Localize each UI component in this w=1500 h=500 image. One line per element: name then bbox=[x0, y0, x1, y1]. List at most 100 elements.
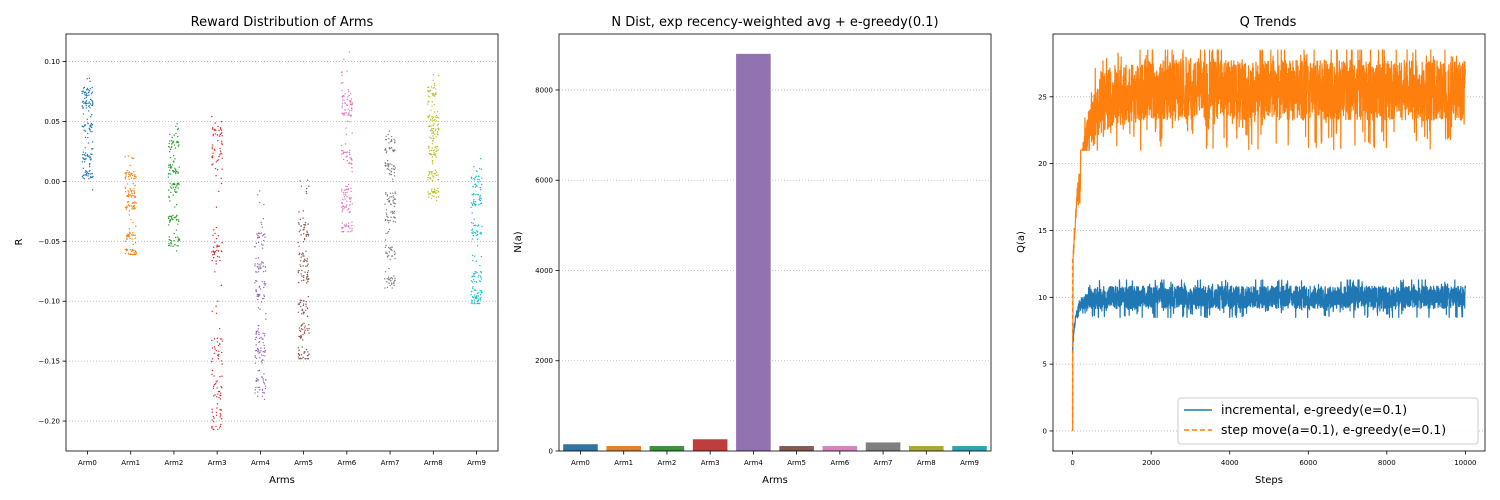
reward-dot-arm4 bbox=[255, 288, 257, 291]
reward-dot-arm7 bbox=[384, 148, 387, 150]
reward-dot-arm8 bbox=[433, 191, 436, 193]
reward-dot-arm3 bbox=[213, 346, 216, 348]
reward-dot-arm8 bbox=[437, 187, 439, 190]
reward-dot-arm3 bbox=[219, 259, 221, 262]
reward-dot-arm1 bbox=[131, 189, 133, 192]
reward-dot-arm5 bbox=[306, 179, 309, 181]
reward-dot-arm9 bbox=[470, 202, 473, 204]
reward-dot-arm1 bbox=[125, 249, 128, 252]
reward-dot-arm0 bbox=[88, 77, 91, 80]
reward-dot-arm4 bbox=[255, 349, 257, 352]
reward-dot-arm2 bbox=[172, 183, 174, 185]
reward-dot-arm5 bbox=[299, 357, 302, 359]
reward-dot-arm2 bbox=[170, 240, 173, 242]
reward-dot-arm3 bbox=[213, 129, 215, 131]
reward-dot-arm8 bbox=[436, 111, 439, 113]
reward-dot-arm1 bbox=[128, 172, 130, 174]
reward-dot-arm6 bbox=[350, 187, 352, 189]
reward-dot-arm8 bbox=[434, 129, 437, 132]
reward-dot-arm7 bbox=[388, 201, 391, 203]
legend: incremental, e-greedy(e=0.1) step move(a… bbox=[1177, 397, 1479, 445]
reward-dot-arm4 bbox=[262, 378, 264, 380]
count-xtick-label: Arm9 bbox=[960, 459, 979, 467]
reward-dot-arm3 bbox=[216, 249, 218, 252]
reward-dot-arm6 bbox=[342, 152, 345, 154]
reward-dot-arm2 bbox=[170, 215, 173, 218]
reward-dot-arm1 bbox=[131, 206, 134, 208]
reward-dot-arm1 bbox=[131, 248, 134, 251]
reward-dot-arm6 bbox=[342, 208, 344, 210]
reward-dot-arm2 bbox=[177, 171, 179, 173]
reward-dot-arm2 bbox=[175, 132, 177, 135]
reward-dot-arm9 bbox=[472, 222, 474, 225]
reward-dot-arm7 bbox=[384, 278, 386, 280]
reward-dot-arm7 bbox=[391, 246, 393, 248]
reward-dot-arm2 bbox=[168, 169, 171, 171]
reward-dot-arm0 bbox=[87, 122, 89, 124]
reward-dot-arm5 bbox=[300, 234, 302, 236]
reward-dot-arm6 bbox=[340, 82, 343, 84]
reward-dot-arm5 bbox=[305, 192, 308, 195]
reward-dot-arm9 bbox=[473, 192, 475, 195]
reward-dot-arm1 bbox=[131, 253, 134, 256]
reward-dot-arm0 bbox=[90, 122, 93, 125]
reward-dot-arm7 bbox=[388, 142, 390, 144]
reward-dot-arm6 bbox=[341, 206, 343, 208]
bar-arm1 bbox=[606, 446, 641, 451]
reward-dot-arm4 bbox=[257, 241, 260, 244]
reward-dot-arm3 bbox=[217, 245, 219, 248]
reward-dot-arm3 bbox=[214, 241, 216, 243]
reward-dot-arm5 bbox=[303, 258, 306, 260]
reward-dot-arm5 bbox=[302, 265, 304, 267]
reward-dot-arm4 bbox=[257, 271, 260, 273]
reward-dot-arm0 bbox=[89, 159, 92, 161]
reward-dot-arm7 bbox=[387, 232, 389, 234]
reward-dot-arm9 bbox=[474, 201, 477, 203]
reward-dot-arm8 bbox=[434, 116, 437, 118]
reward-dot-arm9 bbox=[474, 183, 477, 186]
reward-dot-arm3 bbox=[220, 423, 222, 426]
reward-dot-arm3 bbox=[216, 387, 218, 389]
reward-dot-arm4 bbox=[256, 233, 258, 235]
reward-dot-arm1 bbox=[125, 234, 128, 237]
reward-dot-arm9 bbox=[475, 281, 478, 283]
reward-dot-arm6 bbox=[347, 209, 349, 211]
reward-dot-arm5 bbox=[302, 339, 304, 341]
reward-dot-arm0 bbox=[91, 101, 94, 103]
reward-dot-arm2 bbox=[175, 229, 178, 231]
reward-dot-arm4 bbox=[257, 298, 259, 301]
reward-dot-arm7 bbox=[390, 276, 393, 279]
reward-dot-arm4 bbox=[261, 395, 264, 398]
reward-dot-arm5 bbox=[308, 324, 310, 326]
reward-dot-arm4 bbox=[258, 263, 260, 266]
reward-dot-arm7 bbox=[391, 278, 394, 280]
reward-dot-arm9 bbox=[473, 165, 475, 168]
reward-dot-arm7 bbox=[386, 194, 389, 196]
reward-dot-arm9 bbox=[480, 255, 483, 258]
reward-dot-arm3 bbox=[221, 153, 223, 155]
reward-dot-arm4 bbox=[261, 362, 263, 364]
q-xtick-label: 4000 bbox=[1221, 459, 1239, 467]
reward-dot-arm6 bbox=[350, 98, 353, 100]
reward-dot-arm9 bbox=[472, 286, 474, 288]
reward-dot-arm5 bbox=[302, 255, 304, 257]
reward-dot-arm4 bbox=[257, 386, 259, 389]
reward-dot-arm9 bbox=[473, 296, 476, 298]
reward-dot-arm5 bbox=[307, 358, 310, 360]
reward-dot-arm1 bbox=[129, 187, 131, 190]
reward-dot-arm6 bbox=[347, 183, 350, 186]
reward-dot-arm9 bbox=[473, 299, 476, 301]
reward-dot-arm9 bbox=[475, 289, 477, 292]
reward-dot-arm3 bbox=[217, 390, 220, 393]
reward-dot-arm2 bbox=[176, 183, 178, 186]
reward-dot-arm8 bbox=[433, 103, 435, 106]
reward-dot-arm4 bbox=[261, 226, 263, 228]
reward-dot-arm2 bbox=[171, 218, 173, 221]
q-ytick-label: 10 bbox=[1038, 294, 1047, 302]
reward-dot-arm5 bbox=[302, 313, 305, 315]
reward-dot-arm8 bbox=[432, 149, 435, 152]
reward-dot-arm6 bbox=[343, 112, 345, 115]
reward-dot-arm8 bbox=[433, 188, 436, 190]
reward-dot-arm7 bbox=[384, 149, 386, 151]
reward-dot-arm2 bbox=[171, 146, 173, 148]
